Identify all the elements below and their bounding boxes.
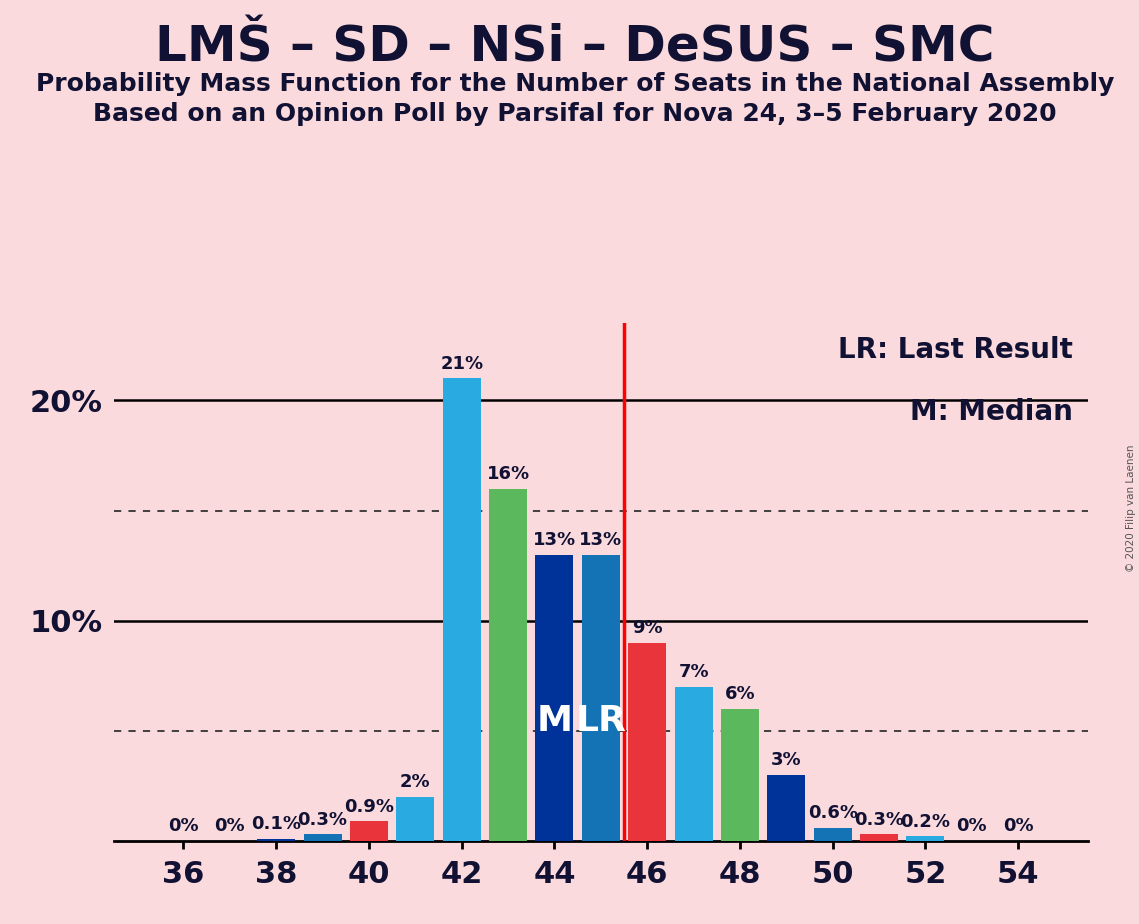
Text: 0.6%: 0.6% xyxy=(808,804,858,822)
Bar xyxy=(443,379,481,841)
Text: 0%: 0% xyxy=(1002,818,1033,835)
Text: LMŠ – SD – NSi – DeSUS – SMC: LMŠ – SD – NSi – DeSUS – SMC xyxy=(155,23,995,71)
Text: 7%: 7% xyxy=(678,663,708,681)
Text: LR: LR xyxy=(575,703,626,737)
Text: 21%: 21% xyxy=(440,355,483,373)
Text: Based on an Opinion Poll by Parsifal for Nova 24, 3–5 February 2020: Based on an Opinion Poll by Parsifal for… xyxy=(93,102,1057,126)
Bar xyxy=(350,821,388,841)
Bar xyxy=(907,836,944,841)
Text: 0.1%: 0.1% xyxy=(252,815,301,833)
Text: 3%: 3% xyxy=(771,751,802,770)
Text: M: M xyxy=(536,703,573,737)
Text: 9%: 9% xyxy=(632,619,663,638)
Text: 16%: 16% xyxy=(486,465,530,483)
Bar xyxy=(721,709,759,841)
Text: © 2020 Filip van Laenen: © 2020 Filip van Laenen xyxy=(1126,444,1136,572)
Text: 0%: 0% xyxy=(957,818,988,835)
Text: LR: Last Result: LR: Last Result xyxy=(838,336,1073,364)
Bar xyxy=(629,643,666,841)
Text: Probability Mass Function for the Number of Seats in the National Assembly: Probability Mass Function for the Number… xyxy=(36,72,1114,96)
Text: 0.9%: 0.9% xyxy=(344,797,394,816)
Bar xyxy=(535,554,573,841)
Bar xyxy=(674,687,713,841)
Text: 13%: 13% xyxy=(533,531,576,549)
Bar xyxy=(489,489,527,841)
Text: 0%: 0% xyxy=(214,818,245,835)
Bar xyxy=(257,839,295,841)
Text: 0.3%: 0.3% xyxy=(854,810,904,829)
Text: 0.2%: 0.2% xyxy=(901,813,950,831)
Text: M: Median: M: Median xyxy=(910,398,1073,427)
Text: 6%: 6% xyxy=(724,686,755,703)
Text: 13%: 13% xyxy=(580,531,622,549)
Text: 2%: 2% xyxy=(400,773,431,791)
Bar xyxy=(860,834,898,841)
Bar xyxy=(768,775,805,841)
Bar xyxy=(813,828,852,841)
Text: 0%: 0% xyxy=(169,818,199,835)
Text: 0.3%: 0.3% xyxy=(297,810,347,829)
Bar xyxy=(396,796,434,841)
Bar xyxy=(304,834,342,841)
Bar xyxy=(582,554,620,841)
